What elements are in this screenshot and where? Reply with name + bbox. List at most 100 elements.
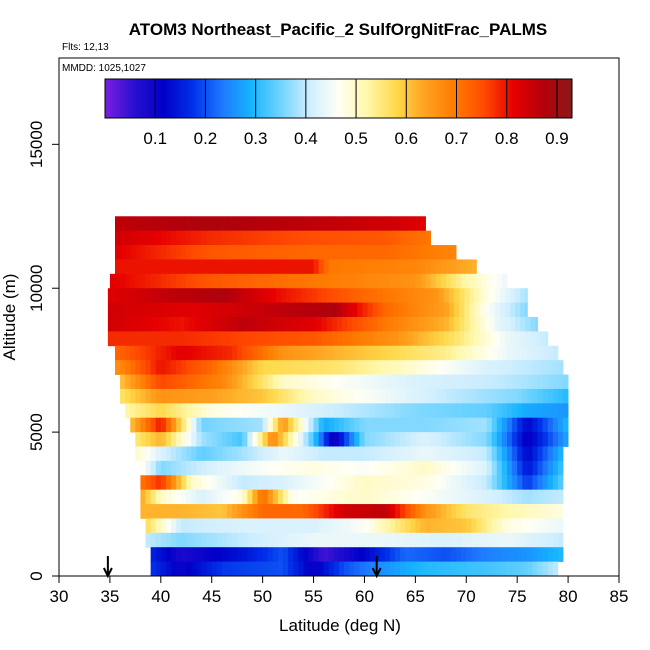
heatmap-cell (277, 518, 284, 534)
heatmap-cell (145, 388, 152, 404)
heatmap-cell (354, 432, 360, 447)
heatmap-cell (237, 561, 243, 577)
heatmap-cell (359, 403, 365, 419)
heatmap-cell (415, 273, 421, 289)
heatmap-cell (501, 561, 508, 577)
heatmap-cell (237, 432, 243, 447)
colorbar-tick-label: 0.4 (294, 129, 318, 148)
heatmap-cell (288, 417, 294, 433)
heatmap-cell (181, 518, 187, 534)
heatmap-cell (510, 302, 516, 318)
heatmap-cell (321, 288, 328, 304)
heatmap-cell (507, 360, 513, 375)
heatmap-cell (140, 460, 146, 476)
heatmap-cell (257, 547, 264, 563)
heatmap-cell (171, 460, 177, 476)
heatmap-cell (517, 475, 523, 491)
heatmap-cell (160, 216, 167, 232)
heatmap-cell (389, 259, 396, 275)
heatmap-cell (130, 374, 136, 390)
heatmap-cell (298, 403, 304, 419)
heatmap-cell (160, 388, 167, 404)
heatmap-cell (379, 432, 386, 447)
heatmap-cell (395, 403, 401, 419)
heatmap-cell (359, 245, 365, 260)
heatmap-cell (206, 432, 213, 447)
heatmap-cell (277, 230, 284, 246)
colorbar-segment (252, 79, 256, 118)
heatmap-cell (201, 374, 208, 390)
heatmap-cell (440, 345, 447, 361)
heatmap-cell (303, 388, 309, 404)
heatmap-cell (496, 504, 503, 519)
heatmap-cell (481, 518, 488, 534)
heatmap-cell (232, 518, 238, 534)
heatmap-cell (552, 504, 559, 519)
colorbar-segment (302, 79, 306, 118)
heatmap-cell (252, 374, 258, 390)
heatmap-cell (507, 475, 513, 491)
heatmap-cell (232, 245, 238, 260)
heatmap-cell (512, 360, 518, 375)
heatmap-cell (454, 317, 460, 332)
heatmap-cell (247, 245, 253, 260)
heatmap-cell (354, 216, 360, 232)
heatmap-cell (293, 561, 299, 577)
heatmap-cell (288, 460, 294, 476)
colorbar-segment (206, 79, 210, 118)
heatmap-cell (445, 345, 452, 361)
heatmap-cell (466, 388, 472, 404)
heatmap-cell (257, 259, 264, 275)
heatmap-cell (224, 317, 231, 332)
heatmap-cell (374, 460, 381, 476)
heatmap-cell (150, 360, 157, 375)
heatmap-cell (451, 403, 457, 419)
heatmap-cell (369, 345, 376, 361)
heatmap-cell (466, 504, 472, 519)
heatmap-cell (466, 475, 472, 491)
heatmap-cell (145, 259, 152, 275)
x-tick-label: 30 (50, 587, 69, 606)
heatmap-cell (318, 245, 325, 260)
heatmap-cell (476, 403, 482, 419)
heatmap-cell (532, 504, 538, 519)
heatmap-cell (405, 216, 411, 232)
heatmap-cell (318, 432, 325, 447)
heatmap-cell (425, 475, 432, 491)
heatmap-cell (174, 317, 180, 332)
colorbar-segment (110, 79, 114, 118)
heatmap-cell (522, 446, 528, 462)
heatmap-cell (318, 360, 325, 375)
heatmap-cell (260, 288, 267, 304)
heatmap-cell (520, 331, 526, 347)
heatmap-cell (476, 446, 482, 462)
heatmap-cell (354, 403, 360, 419)
heatmap-cell (501, 504, 508, 519)
heatmap-cell (374, 475, 381, 491)
heatmap-cell (227, 475, 233, 491)
heatmap-cell (408, 317, 414, 332)
heatmap-cell (155, 216, 162, 232)
heatmap-cell (369, 547, 376, 563)
heatmap-cell (201, 388, 208, 404)
colorbar-segment (509, 79, 513, 118)
heatmap-cell (481, 374, 488, 390)
heatmap-cell (313, 374, 320, 390)
heatmap-cell (405, 417, 411, 433)
heatmap-cell (333, 432, 340, 447)
colorbar-segment (566, 79, 570, 118)
heatmap-cell (438, 302, 445, 318)
heatmap-cell (130, 360, 136, 375)
heatmap-cell (379, 547, 386, 563)
heatmap-cell (557, 403, 564, 419)
heatmap-cell (209, 331, 216, 347)
heatmap-cell (165, 273, 172, 289)
heatmap-cell (181, 230, 187, 246)
heatmap-cell (227, 504, 233, 519)
heatmap-cell (405, 273, 411, 289)
heatmap-cell (130, 403, 136, 419)
heatmap-cell (277, 216, 284, 232)
heatmap-cell (250, 288, 256, 304)
heatmap-cell (298, 489, 304, 505)
heatmap-cell (547, 489, 554, 505)
